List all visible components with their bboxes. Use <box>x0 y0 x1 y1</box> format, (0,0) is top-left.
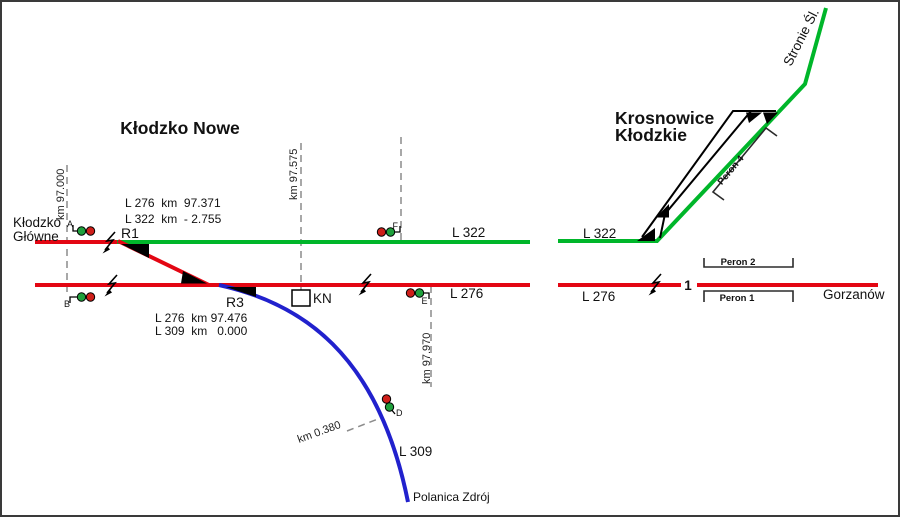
km-line-0380 <box>346 416 384 432</box>
line-label-l276-right: L 276 <box>582 289 615 304</box>
switch-mark-r3 <box>226 287 256 297</box>
signal-green-lamp-icon <box>385 227 396 237</box>
track-l309-curve <box>218 283 410 503</box>
signal-B: B <box>64 292 96 309</box>
km-marker-97970: km 97.970 <box>421 333 433 384</box>
track-number-1: 1 <box>684 278 692 293</box>
switch-mark-r1-upper <box>121 244 149 258</box>
line-label-l276-left: L 276 <box>450 286 483 301</box>
switch-mark-loop-southwest <box>637 228 655 241</box>
station-title-krosnowice-line2: Kłodzkie <box>615 125 687 145</box>
signal-mast <box>423 292 430 299</box>
control-box-kn <box>291 289 311 307</box>
track-l322-right-section <box>558 7 828 243</box>
destination-polanica-zdroj: Polanica Zdrój <box>413 490 490 504</box>
signal-red-lamp-icon <box>85 226 96 236</box>
switch-mark-loop-south <box>656 204 669 218</box>
r1-km-note1: L 276 km 97.371 <box>125 196 221 210</box>
switch-mark-loop-north-right <box>763 112 778 124</box>
signal-mast <box>69 296 77 303</box>
signal-red-lamp-icon <box>405 288 416 298</box>
km-marker-97575: km 97.575 <box>288 149 300 200</box>
destination-klodzko-glowne-line1: Kłodzko <box>13 215 61 230</box>
signal-green-lamp-icon <box>76 292 87 302</box>
signal-green-lamp-icon <box>384 402 395 412</box>
signal-green-lamp-icon <box>76 226 87 236</box>
signal-label: E <box>422 296 428 306</box>
line-label-l309: L 309 <box>399 444 432 459</box>
km-marker-97000: km 97.000 <box>55 169 67 220</box>
platform-label-peron1: Peron 1 <box>720 293 756 304</box>
station-title-krosnowice-line1: Krosnowice <box>615 108 714 128</box>
junction-label-r3: R3 <box>226 294 244 310</box>
r3-km-note2: L 309 km 0.000 <box>155 324 248 338</box>
switch-mark-loop-north-left <box>746 112 762 123</box>
platform-peron4-outline <box>711 126 778 201</box>
signal-red-lamp-icon <box>376 227 387 237</box>
signal-F: F <box>376 221 401 237</box>
line-label-l322-right: L 322 <box>583 226 616 241</box>
loop-track-outer-edge <box>641 110 776 238</box>
signal-A: A <box>67 219 96 236</box>
signal-red-lamp-icon <box>85 292 96 302</box>
signal-D: D <box>381 394 403 418</box>
destination-klodzko-glowne-line2: Główne <box>13 229 59 244</box>
platform-peron1-outline <box>703 290 794 302</box>
signal-red-lamp-icon <box>381 394 392 404</box>
signal-label: D <box>396 408 403 418</box>
r1-km-note2: L 322 km - 2.755 <box>125 212 222 226</box>
destination-stronie-sl: Stronie Śl. <box>780 6 822 68</box>
control-box-label-kn: KN <box>313 291 332 306</box>
signal-mast <box>394 226 401 233</box>
station-title-klodzko-nowe: Kłodzko Nowe <box>120 118 240 138</box>
platform-label-peron2: Peron 2 <box>721 257 756 268</box>
junction-label-r1: R1 <box>121 225 139 241</box>
platform-peron2-outline <box>703 258 794 268</box>
signal-green-lamp-icon <box>414 288 425 298</box>
signal-mast <box>72 225 77 232</box>
r3-km-note1: L 276 km 97.476 <box>155 311 248 325</box>
signal-E: E <box>405 288 430 306</box>
destination-gorzanow: Gorzanów <box>823 287 885 302</box>
line-label-l322-left: L 322 <box>452 225 485 240</box>
km-marker-0380: km 0.380 <box>296 419 343 446</box>
signal-label: B <box>64 299 70 309</box>
signal-label: F <box>393 221 399 231</box>
signal-label: A <box>67 219 73 229</box>
switch-mark-r1-lower <box>181 271 207 284</box>
platform-label-peron4: Peron 4 <box>716 153 747 187</box>
